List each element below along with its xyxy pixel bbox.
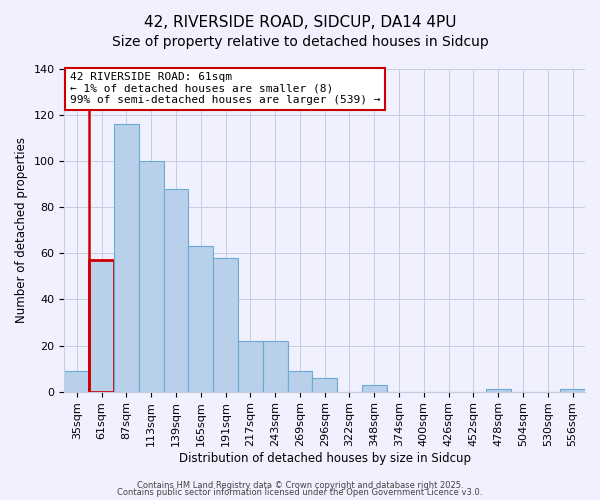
Bar bbox=[238, 341, 263, 392]
Bar bbox=[313, 378, 337, 392]
Bar bbox=[139, 161, 164, 392]
Text: Contains public sector information licensed under the Open Government Licence v3: Contains public sector information licen… bbox=[118, 488, 482, 497]
Text: Contains HM Land Registry data © Crown copyright and database right 2025.: Contains HM Land Registry data © Crown c… bbox=[137, 480, 463, 490]
Bar bbox=[486, 390, 511, 392]
Bar bbox=[287, 371, 313, 392]
Bar bbox=[362, 384, 386, 392]
Text: 42, RIVERSIDE ROAD, SIDCUP, DA14 4PU: 42, RIVERSIDE ROAD, SIDCUP, DA14 4PU bbox=[144, 15, 456, 30]
Bar bbox=[114, 124, 139, 392]
Text: Size of property relative to detached houses in Sidcup: Size of property relative to detached ho… bbox=[112, 35, 488, 49]
X-axis label: Distribution of detached houses by size in Sidcup: Distribution of detached houses by size … bbox=[179, 452, 471, 465]
Y-axis label: Number of detached properties: Number of detached properties bbox=[15, 138, 28, 324]
Bar bbox=[263, 341, 287, 392]
Text: 42 RIVERSIDE ROAD: 61sqm
← 1% of detached houses are smaller (8)
99% of semi-det: 42 RIVERSIDE ROAD: 61sqm ← 1% of detache… bbox=[70, 72, 380, 106]
Bar bbox=[164, 189, 188, 392]
Bar bbox=[560, 390, 585, 392]
Bar bbox=[213, 258, 238, 392]
Bar bbox=[188, 246, 213, 392]
Bar bbox=[89, 260, 114, 392]
Bar bbox=[64, 371, 89, 392]
